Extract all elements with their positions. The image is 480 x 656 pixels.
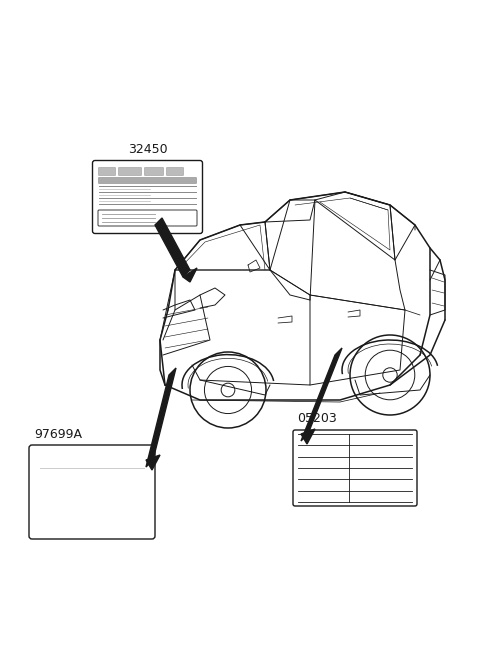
Polygon shape bbox=[301, 429, 315, 444]
FancyBboxPatch shape bbox=[98, 178, 196, 184]
Polygon shape bbox=[155, 218, 190, 277]
FancyBboxPatch shape bbox=[293, 430, 417, 506]
Text: 32450: 32450 bbox=[128, 143, 168, 156]
FancyBboxPatch shape bbox=[29, 445, 155, 539]
Text: 97699A: 97699A bbox=[34, 428, 82, 441]
FancyBboxPatch shape bbox=[119, 167, 142, 176]
Polygon shape bbox=[146, 368, 176, 467]
FancyBboxPatch shape bbox=[98, 167, 116, 176]
FancyBboxPatch shape bbox=[93, 161, 203, 234]
FancyBboxPatch shape bbox=[98, 210, 197, 226]
FancyBboxPatch shape bbox=[167, 167, 183, 176]
Polygon shape bbox=[146, 455, 160, 470]
FancyBboxPatch shape bbox=[144, 167, 164, 176]
Text: 05203: 05203 bbox=[297, 412, 337, 425]
Polygon shape bbox=[183, 268, 197, 282]
Polygon shape bbox=[301, 348, 342, 441]
